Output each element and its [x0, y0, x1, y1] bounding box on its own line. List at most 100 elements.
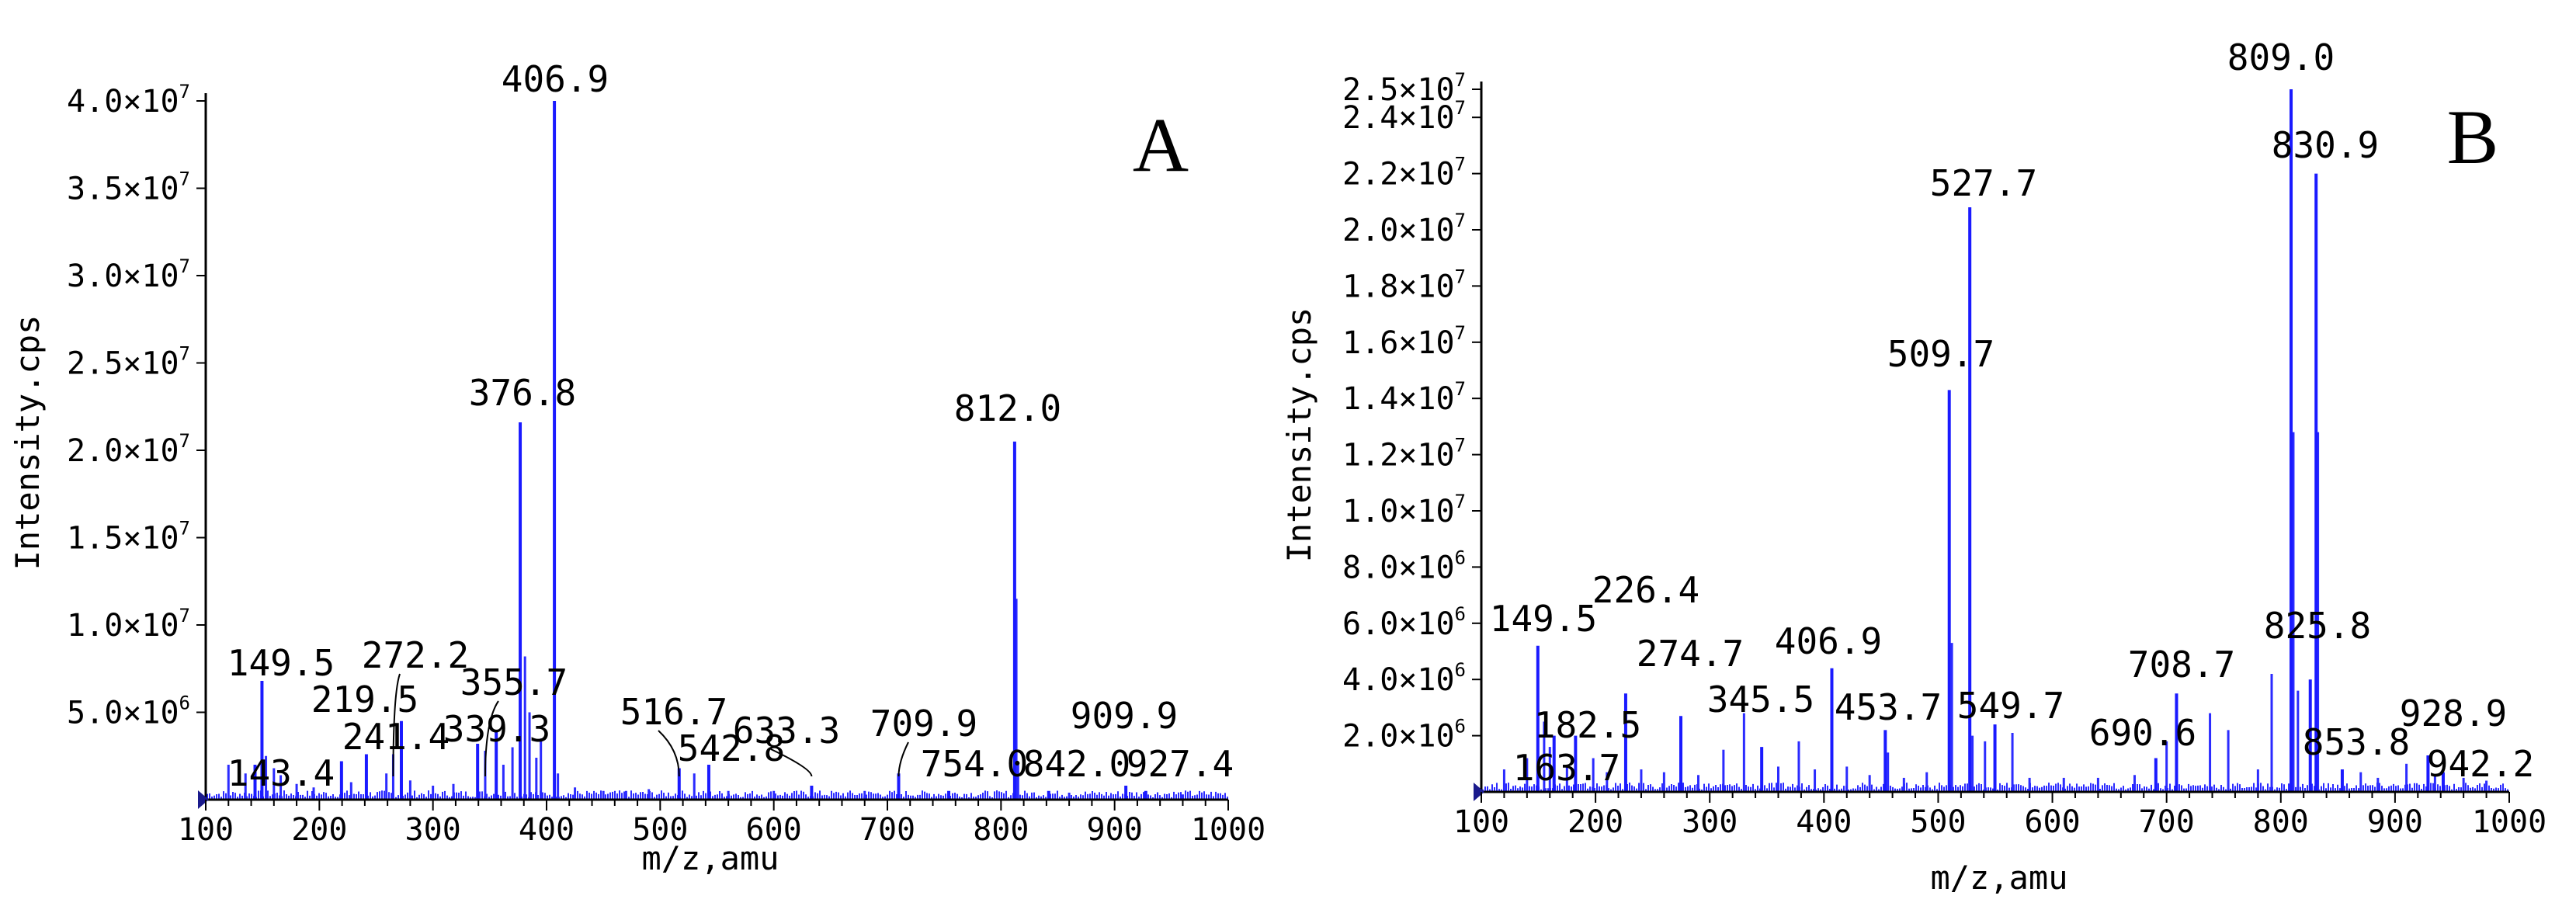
callout-leader — [770, 748, 813, 777]
x-tick-label: 700 — [2139, 804, 2195, 840]
y-tick-mantissa: 3.5 — [67, 172, 123, 207]
y-tick-mantissa: 3.0 — [67, 259, 123, 294]
y-tick-exponent: 7 — [1455, 435, 1466, 456]
panel-letter-b: B — [2447, 94, 2499, 180]
peak-label: 549.7 — [1957, 685, 2064, 727]
spectrum-panel-b: 100 200 300 400 500 600 700 800 900 1000 2.0×1064… — [1280, 36, 2546, 897]
y-tick-times: ×10 — [1398, 494, 1454, 529]
peak-label: 853.8 — [2303, 721, 2410, 763]
y-tick-times: ×10 — [1398, 72, 1454, 108]
y-tick-times: ×10 — [123, 433, 179, 469]
x-tick-label: 1000 — [1191, 812, 1265, 848]
peak-label: 527.7 — [1930, 162, 2037, 204]
x-tick-label: 200 — [1567, 804, 1623, 840]
origin-marker — [1474, 783, 1484, 801]
y-tick-times: ×10 — [123, 608, 179, 644]
y-tick-label: 2.0×106 — [1342, 716, 1466, 755]
x-tick-label: 300 — [405, 812, 461, 848]
callouts-a — [392, 673, 909, 777]
peak-label: 812.0 — [954, 387, 1061, 429]
peak-label: 149.5 — [227, 642, 335, 684]
y-tick-label: 2.2×107 — [1342, 154, 1466, 193]
y-tick-mantissa: 1.8 — [1342, 269, 1398, 304]
peak-label: 942.2 — [2427, 743, 2534, 785]
y-tick-mantissa: 2.0 — [67, 433, 123, 469]
peak-label: 345.5 — [1707, 679, 1814, 720]
peak-label: 633.3 — [733, 710, 840, 752]
y-tick-exponent: 7 — [179, 343, 190, 365]
y-tick-mantissa: 4.0 — [1342, 662, 1398, 698]
peak-label: 927.4 — [1127, 743, 1234, 785]
y-tick-label: 2.5×107 — [1342, 69, 1466, 108]
y-tick-exponent: 7 — [1455, 378, 1466, 400]
y-tick-times: ×10 — [1398, 606, 1454, 642]
y-tick-exponent: 6 — [1455, 603, 1466, 625]
y-axis-title-b: Intensity.cps — [1280, 307, 1318, 563]
y-tick-exponent: 7 — [1455, 69, 1466, 91]
y-tick-label: 4.0×106 — [1342, 659, 1466, 698]
panel-letter-a: A — [1133, 102, 1189, 188]
y-tick-mantissa: 2.0 — [1342, 719, 1398, 755]
peak-label: 509.7 — [1887, 333, 1994, 375]
y-tick-label: 4.0×107 — [67, 81, 190, 120]
y-tick-label: 3.5×107 — [67, 168, 190, 207]
peak-label: 825.8 — [2264, 605, 2371, 647]
y-tick-times: ×10 — [1398, 438, 1454, 474]
y-tick-label: 2.4×107 — [1342, 97, 1466, 136]
y-tick-mantissa: 1.4 — [1342, 381, 1398, 417]
y-tick-times: ×10 — [1398, 325, 1454, 361]
y-tick-label: 5.0×106 — [67, 693, 190, 731]
y-ticks-b: 2.0×1064.0×1066.0×1068.0×1061.0×1071.2×1… — [1342, 69, 1481, 755]
y-tick-label: 2.0×107 — [1342, 210, 1466, 248]
x-tick-label: 600 — [746, 812, 802, 848]
x-tick-label: 1000 — [2472, 804, 2546, 840]
y-tick-label: 6.0×106 — [1342, 603, 1466, 642]
peak-label: 690.6 — [2089, 712, 2196, 754]
callout-leader — [392, 673, 401, 777]
y-tick-mantissa: 1.0 — [67, 608, 123, 644]
y-tick-exponent: 7 — [1455, 210, 1466, 231]
peak-label: 219.5 — [311, 679, 418, 720]
peak-label: 842.0 — [1023, 743, 1130, 785]
y-tick-mantissa: 1.2 — [1342, 438, 1398, 474]
y-tick-mantissa: 2.2 — [1342, 157, 1398, 193]
y-tick-label: 1.6×107 — [1342, 322, 1466, 361]
y-tick-label: 1.4×107 — [1342, 378, 1466, 417]
y-tick-exponent: 7 — [179, 168, 190, 190]
peak-label: 143.4 — [227, 752, 335, 794]
y-tick-exponent: 6 — [1455, 716, 1466, 738]
y-tick-exponent: 7 — [179, 605, 190, 627]
x-tick-label: 100 — [178, 812, 234, 848]
axes-a — [198, 93, 1228, 809]
peak-label: 709.9 — [870, 703, 977, 745]
y-tick-times: ×10 — [1398, 662, 1454, 698]
y-tick-mantissa: 2.5 — [1342, 72, 1398, 108]
x-axis-title-b: m/z,amu — [1930, 859, 2067, 897]
callout-leader — [897, 741, 909, 777]
y-tick-times: ×10 — [123, 172, 179, 207]
origin-marker — [198, 790, 209, 809]
y-tick-exponent: 7 — [179, 81, 190, 102]
y-tick-mantissa: 2.0 — [1342, 213, 1398, 248]
peak-label: 355.7 — [460, 661, 568, 703]
y-tick-label: 2.5×107 — [67, 343, 190, 382]
y-tick-times: ×10 — [1398, 719, 1454, 755]
x-tick-label: 200 — [291, 812, 347, 848]
peak-label: 241.4 — [342, 716, 450, 758]
y-tick-exponent: 7 — [1455, 97, 1466, 119]
peak-label: 909.9 — [1071, 695, 1178, 737]
y-tick-label: 1.2×107 — [1342, 435, 1466, 474]
callout-leader — [484, 700, 499, 777]
x-tick-label: 100 — [1453, 804, 1509, 840]
peak-label: 272.2 — [362, 634, 469, 676]
axes-b — [1474, 82, 2509, 801]
y-tick-exponent: 7 — [179, 430, 190, 452]
x-axis-title-a: m/z,amu — [641, 839, 779, 877]
y-tick-label: 1.0×107 — [1342, 491, 1466, 529]
y-tick-times: ×10 — [123, 259, 179, 294]
y-tick-times: ×10 — [1398, 100, 1454, 136]
y-tick-label: 3.0×107 — [67, 255, 190, 294]
y-tick-mantissa: 1.0 — [1342, 494, 1398, 529]
